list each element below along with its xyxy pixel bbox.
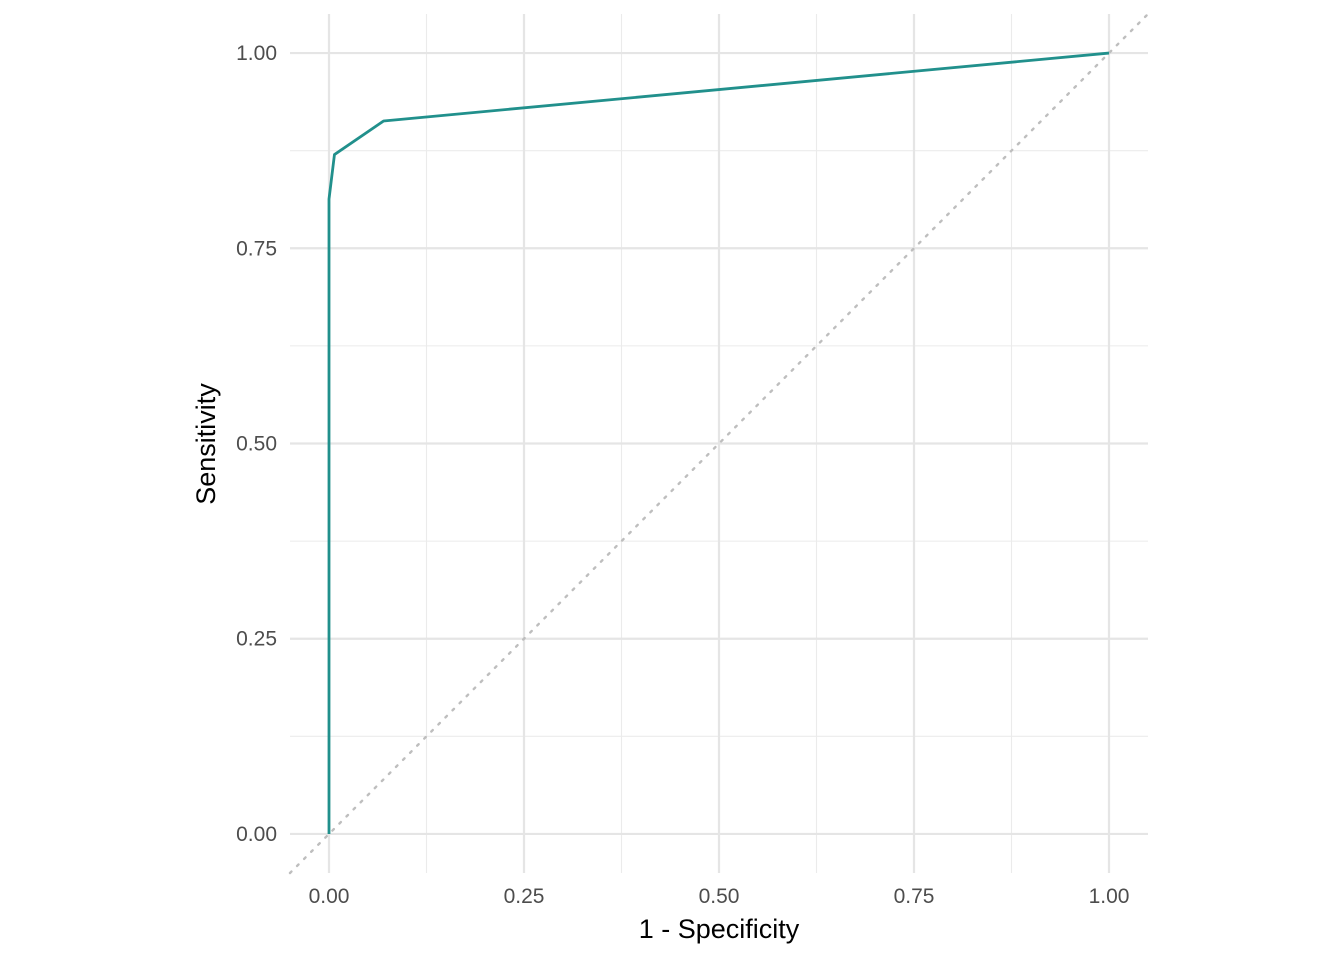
y-axis-ticks: 0.00 0.25 0.50 0.75 1.00 (236, 42, 277, 846)
series-layer (327, 51, 1110, 834)
y-tick-label: 0.25 (236, 628, 277, 651)
y-tick-label: 0.00 (236, 823, 277, 846)
y-tick-label: 0.75 (236, 237, 277, 260)
x-axis-ticks: 0.00 0.25 0.50 0.75 1.00 (309, 885, 1130, 908)
reference-diagonal-layer (288, 12, 1150, 875)
x-tick-label: 0.25 (504, 885, 545, 908)
x-tick-label: 0.50 (699, 885, 740, 908)
x-tick-label: 0.75 (894, 885, 935, 908)
roc-curve-line (327, 51, 1110, 834)
x-tick-label: 1.00 (1089, 885, 1130, 908)
y-tick-label: 0.50 (236, 433, 277, 456)
reference-diagonal-line (288, 12, 1150, 875)
major-gridlines (290, 14, 1148, 873)
x-tick-label: 0.00 (309, 885, 350, 908)
y-axis-title: Sensitivity (191, 383, 221, 505)
y-tick-label: 1.00 (236, 42, 277, 65)
x-axis-title: 1 - Specificity (639, 914, 800, 944)
